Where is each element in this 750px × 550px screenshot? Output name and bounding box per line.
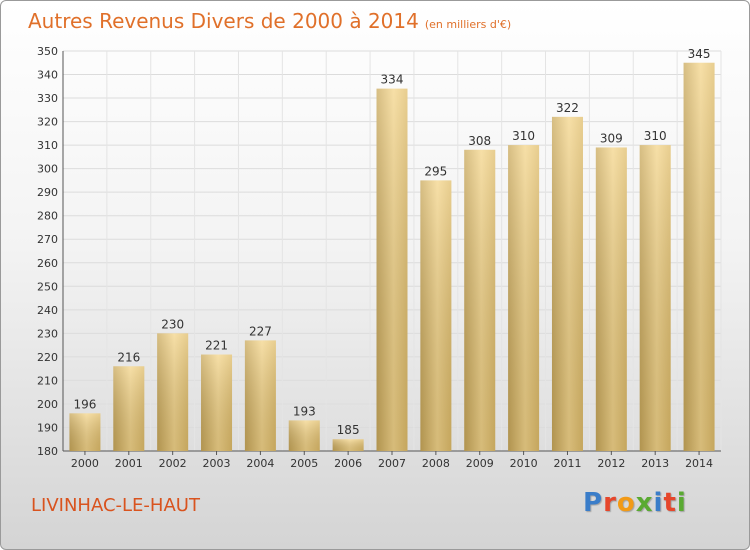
y-tick-label: 320: [37, 116, 58, 129]
y-tick-label: 230: [37, 327, 58, 340]
y-tick-label: 290: [37, 186, 58, 199]
bar: [201, 354, 233, 451]
bar-shade: [683, 62, 715, 451]
bar: [508, 145, 540, 451]
bar: [332, 439, 364, 451]
y-tick-label: 220: [37, 351, 58, 364]
y-tick-label: 240: [37, 304, 58, 317]
x-tick-label: 2010: [510, 457, 538, 470]
bar-shade: [157, 333, 189, 451]
bar-shade: [595, 147, 627, 451]
bar: [420, 180, 452, 452]
bar: [69, 413, 101, 451]
bar-value-label: 193: [293, 404, 316, 418]
y-tick-label: 190: [37, 421, 58, 434]
bar-shade: [376, 88, 408, 451]
y-tick-label: 270: [37, 233, 58, 246]
y-tick-label: 340: [37, 69, 58, 82]
y-tick-label: 280: [37, 210, 58, 223]
x-tick-label: 2002: [159, 457, 187, 470]
x-tick-label: 2013: [641, 457, 669, 470]
bar-shade: [420, 180, 452, 452]
bar-value-label: 310: [512, 129, 535, 143]
bar: [639, 145, 671, 451]
bar-shade: [332, 439, 364, 451]
bar-value-label: 322: [556, 101, 579, 115]
x-tick-label: 2007: [378, 457, 406, 470]
bar-shade: [639, 145, 671, 451]
x-tick-label: 2014: [685, 457, 713, 470]
x-tick-label: 2008: [422, 457, 450, 470]
y-tick-label: 260: [37, 257, 58, 270]
chart-unit: (en milliers d'€): [424, 18, 512, 31]
y-tick-label: 250: [37, 280, 58, 293]
x-tick-label: 2004: [246, 457, 274, 470]
bar-value-label: 230: [161, 317, 184, 331]
x-tick-label: 2003: [203, 457, 231, 470]
y-tick-label: 210: [37, 374, 58, 387]
bar: [288, 420, 320, 451]
bar: [595, 147, 627, 451]
bar: [683, 62, 715, 451]
bar-shade: [464, 149, 496, 451]
proxiti-logo: Proxiti: [583, 488, 687, 518]
y-tick-label: 180: [37, 445, 58, 458]
bar-value-label: 308: [468, 134, 491, 148]
bar: [157, 333, 189, 451]
y-tick-label: 350: [37, 45, 58, 58]
x-tick-label: 2011: [553, 457, 581, 470]
bar-shade: [508, 145, 540, 451]
labels: 180 190 200 210 220 230 240 250 260 270 280 290 300 3…: [37, 45, 713, 470]
y-tick-label: 300: [37, 163, 58, 176]
bars: [69, 62, 715, 452]
y-tick-label: 310: [37, 139, 58, 152]
bar-value-label: 310: [644, 129, 667, 143]
y-tick-label: 200: [37, 398, 58, 411]
bar: [113, 366, 145, 451]
bar: [244, 340, 276, 451]
bar-shade: [288, 420, 320, 451]
bar-shade: [201, 354, 233, 451]
bar: [376, 88, 408, 451]
x-tick-label: 2009: [466, 457, 494, 470]
bar-value-label: 345: [688, 47, 711, 61]
bar-shade: [69, 413, 101, 451]
bar-value-label: 216: [117, 350, 140, 364]
bar-shade: [551, 116, 583, 451]
bar-value-label: 334: [381, 73, 404, 87]
bar-value-label: 185: [337, 423, 360, 437]
y-tick-label: 330: [37, 92, 58, 105]
bar-value-label: 227: [249, 324, 272, 338]
x-tick-label: 2012: [597, 457, 625, 470]
place-name: LIVINHAC-LE-HAUT: [31, 495, 200, 516]
x-tick-label: 2005: [290, 457, 318, 470]
bar-value-label: 221: [205, 339, 228, 353]
bar: [464, 149, 496, 451]
bar-value-label: 295: [424, 164, 447, 178]
x-tick-label: 2000: [71, 457, 99, 470]
bar-value-label: 196: [73, 397, 96, 411]
x-tick-label: 2001: [115, 457, 143, 470]
chart-title-text: Autres Revenus Divers de 2000 à 2014: [28, 9, 419, 33]
bar-shade: [113, 366, 145, 451]
bar-value-label: 309: [600, 131, 623, 145]
chart-title: Autres Revenus Divers de 2000 à 2014 (en …: [28, 9, 511, 33]
x-tick-label: 2006: [334, 457, 362, 470]
bar: [551, 116, 583, 451]
bar-shade: [244, 340, 276, 451]
